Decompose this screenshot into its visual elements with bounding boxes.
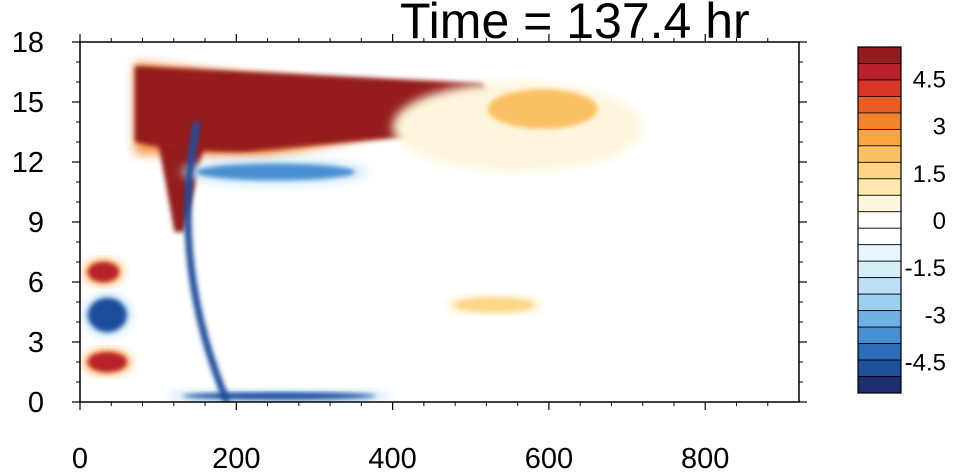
colorbar-swatch — [857, 359, 902, 377]
y-tick-label: 12 — [12, 147, 44, 179]
colorbar-swatch — [857, 194, 902, 213]
colorbar-swatch — [857, 112, 902, 130]
colorbar-swatch — [857, 63, 902, 81]
colorbar: 4.5 3 1.5 0 -1.5 -3 -4.5 — [857, 46, 946, 394]
feature-downstream-positive — [392, 82, 643, 172]
chart-title: Time = 137.4 hr — [400, 0, 750, 49]
x-axis: 0 200 400 600 800 — [72, 34, 769, 473]
y-tick-label: 0 — [28, 387, 44, 419]
colorbar-swatch — [857, 260, 902, 279]
y-tick-label: 18 — [12, 27, 44, 59]
feature-left-positive-blob-2 — [83, 350, 131, 374]
feature-lower-negative-band — [314, 322, 706, 352]
colorbar-swatch — [857, 211, 902, 229]
colorbar-label: -4.5 — [905, 350, 946, 377]
feature-front-negative-line — [184, 121, 231, 402]
colorbar-swatch — [857, 178, 902, 196]
x-tick-label: 400 — [368, 443, 416, 473]
colorbar-swatch — [857, 293, 902, 312]
colorbar-swatch — [857, 46, 902, 64]
feature-mid-positive — [447, 296, 542, 314]
colorbar-label: -1.5 — [905, 255, 946, 282]
feature-left-negative-blob — [83, 294, 131, 336]
colorbar-label: 0 — [933, 208, 946, 235]
y-tick-label: 9 — [28, 207, 44, 239]
colorbar-swatch — [857, 79, 902, 97]
colorbar-swatch — [857, 310, 902, 328]
x-tick-label: 800 — [681, 443, 729, 473]
colorbar-label: 1.5 — [913, 161, 946, 188]
colorbar-swatch — [857, 128, 902, 147]
colorbar-swatch — [857, 145, 902, 163]
feature-surface-negative — [165, 390, 393, 402]
colorbar-swatch — [857, 376, 902, 394]
x-tick-label: 600 — [525, 443, 573, 473]
colorbar-swatch — [857, 244, 902, 262]
colorbar-swatch — [857, 326, 902, 344]
colorbar-label: 3 — [933, 114, 946, 141]
colorbar-label: -3 — [925, 302, 946, 329]
colorbar-swatch — [857, 161, 902, 180]
feature-left-positive-blob-1 — [84, 260, 123, 284]
y-tick-label: 3 — [28, 327, 44, 359]
heatmap-field — [80, 42, 799, 402]
y-tick-label: 15 — [12, 87, 44, 119]
x-tick-label: 200 — [212, 443, 260, 473]
feature-negative-band — [181, 158, 370, 186]
y-tick-label: 6 — [28, 267, 44, 299]
y-axis: 0 3 6 9 12 15 18 — [12, 27, 807, 419]
colorbar-swatch — [857, 96, 902, 114]
colorbar-swatch — [857, 277, 902, 295]
colorbar-label: 4.5 — [913, 66, 946, 93]
x-tick-label: 0 — [72, 443, 88, 473]
colorbar-swatch — [857, 343, 902, 361]
colorbar-swatch — [857, 227, 902, 246]
